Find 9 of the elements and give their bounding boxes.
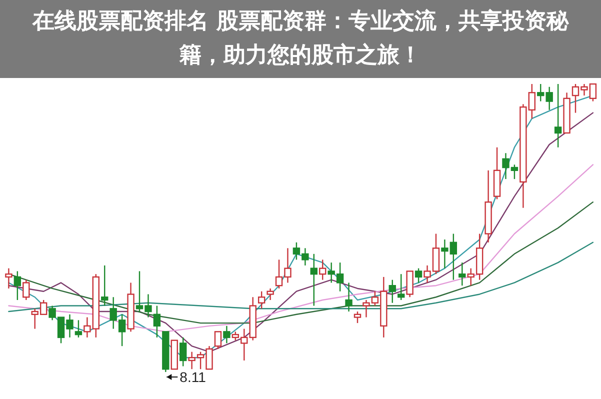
candlestick bbox=[345, 282, 352, 312]
candlestick bbox=[310, 253, 318, 306]
candlestick bbox=[484, 170, 492, 243]
candlestick bbox=[266, 288, 274, 301]
chart-title: 在线股票配资排名 股票配资群：专业交流，共享投资秘籍，助力您的股市之旅！ bbox=[31, 8, 570, 70]
candlestick bbox=[554, 83, 562, 148]
candlestick bbox=[5, 268, 12, 290]
annotation: 8.11 bbox=[180, 369, 206, 385]
candlestick bbox=[223, 325, 230, 344]
